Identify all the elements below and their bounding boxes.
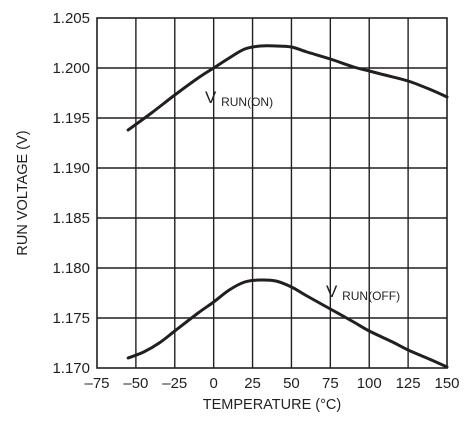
series-line-vrun-on	[126, 44, 449, 132]
series-label-vrun-on-sub: RUN(ON)	[221, 95, 273, 109]
x-tick-label: –25	[162, 375, 187, 392]
y-tick-label: 1.180	[52, 260, 90, 277]
series-label-vrun-off-sub: RUN(OFF)	[342, 289, 400, 303]
series-label-vrun-on-main: V	[205, 88, 217, 107]
plot-frame	[96, 17, 448, 369]
grid-layer	[97, 18, 447, 368]
y-tick-label: 1.185	[52, 210, 90, 227]
series-layer	[126, 44, 449, 369]
y-tick-label: 1.200	[52, 60, 90, 77]
y-tick-label: 1.175	[52, 310, 90, 327]
y-tick-label: 1.190	[52, 160, 90, 177]
x-tick-label: –50	[123, 375, 148, 392]
series-label-vrun-on: V RUN(ON)	[205, 88, 273, 109]
x-tick-label: 25	[244, 375, 261, 392]
x-tick-label: 50	[283, 375, 300, 392]
x-tick-label: 0	[209, 375, 217, 392]
x-tick-label: 150	[434, 375, 459, 392]
y-tick-label: 1.195	[52, 110, 90, 127]
series-label-vrun-off-main: V	[326, 282, 338, 301]
series-label-vrun-off: V RUN(OFF)	[326, 282, 400, 303]
tick-label-layer: –75 –50 –25 0 25 50 75 100 125 150 1.170 1.175 1.180…	[52, 10, 459, 392]
x-tick-label: 75	[322, 375, 339, 392]
x-tick-label: –75	[84, 375, 109, 392]
y-axis-title: RUN VOLTAGE (V)	[15, 130, 31, 255]
y-tick-label: 1.205	[52, 10, 90, 27]
x-tick-label: 125	[396, 375, 421, 392]
x-tick-label: 100	[357, 375, 382, 392]
x-axis-title: TEMPERATURE (°C)	[203, 397, 341, 413]
series-line-vrun-off	[126, 278, 449, 369]
y-tick-label: 1.170	[52, 360, 90, 377]
